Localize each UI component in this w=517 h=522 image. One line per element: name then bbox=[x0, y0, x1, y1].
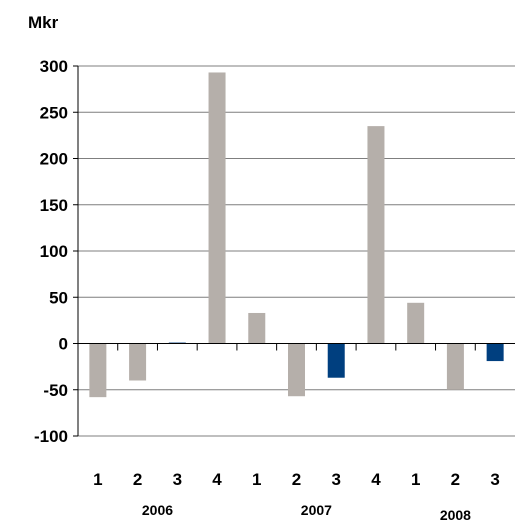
x-category-label: 2 bbox=[292, 470, 301, 489]
bar bbox=[89, 343, 107, 398]
x-category-label: 4 bbox=[371, 470, 381, 489]
y-tick-label: 0 bbox=[59, 335, 68, 354]
y-tick-label: -50 bbox=[43, 381, 68, 400]
y-tick-label: 200 bbox=[40, 150, 68, 169]
bar bbox=[248, 312, 266, 344]
y-unit-label: Mkr bbox=[28, 13, 59, 32]
bar bbox=[327, 343, 345, 378]
x-category-label: 3 bbox=[331, 470, 340, 489]
x-group-label: 2008 bbox=[440, 507, 471, 522]
y-tick-label: 150 bbox=[40, 196, 68, 215]
x-group-label: 2007 bbox=[301, 502, 332, 518]
bar bbox=[129, 343, 147, 381]
bar bbox=[367, 126, 385, 344]
y-tick-label: 300 bbox=[40, 57, 68, 76]
bars bbox=[89, 72, 504, 398]
axes bbox=[73, 65, 515, 437]
x-category-label: 1 bbox=[411, 470, 420, 489]
x-category-label: 3 bbox=[173, 470, 182, 489]
x-category-label: 1 bbox=[93, 470, 102, 489]
bar bbox=[288, 343, 305, 397]
x-category-label: 2 bbox=[451, 470, 460, 489]
bar bbox=[446, 343, 464, 390]
y-tick-label: -100 bbox=[34, 427, 68, 446]
bar bbox=[208, 72, 226, 344]
y-tick-label: 100 bbox=[40, 242, 68, 261]
y-tick-label: 250 bbox=[40, 103, 68, 122]
y-tick-label: 50 bbox=[49, 288, 68, 307]
x-category-label: 2 bbox=[133, 470, 142, 489]
bar bbox=[486, 343, 504, 362]
x-category-label: 1 bbox=[252, 470, 261, 489]
bar bbox=[407, 302, 425, 344]
x-category-label: 4 bbox=[212, 470, 222, 489]
x-category-label: 3 bbox=[490, 470, 499, 489]
x-group-label: 2006 bbox=[142, 502, 173, 518]
